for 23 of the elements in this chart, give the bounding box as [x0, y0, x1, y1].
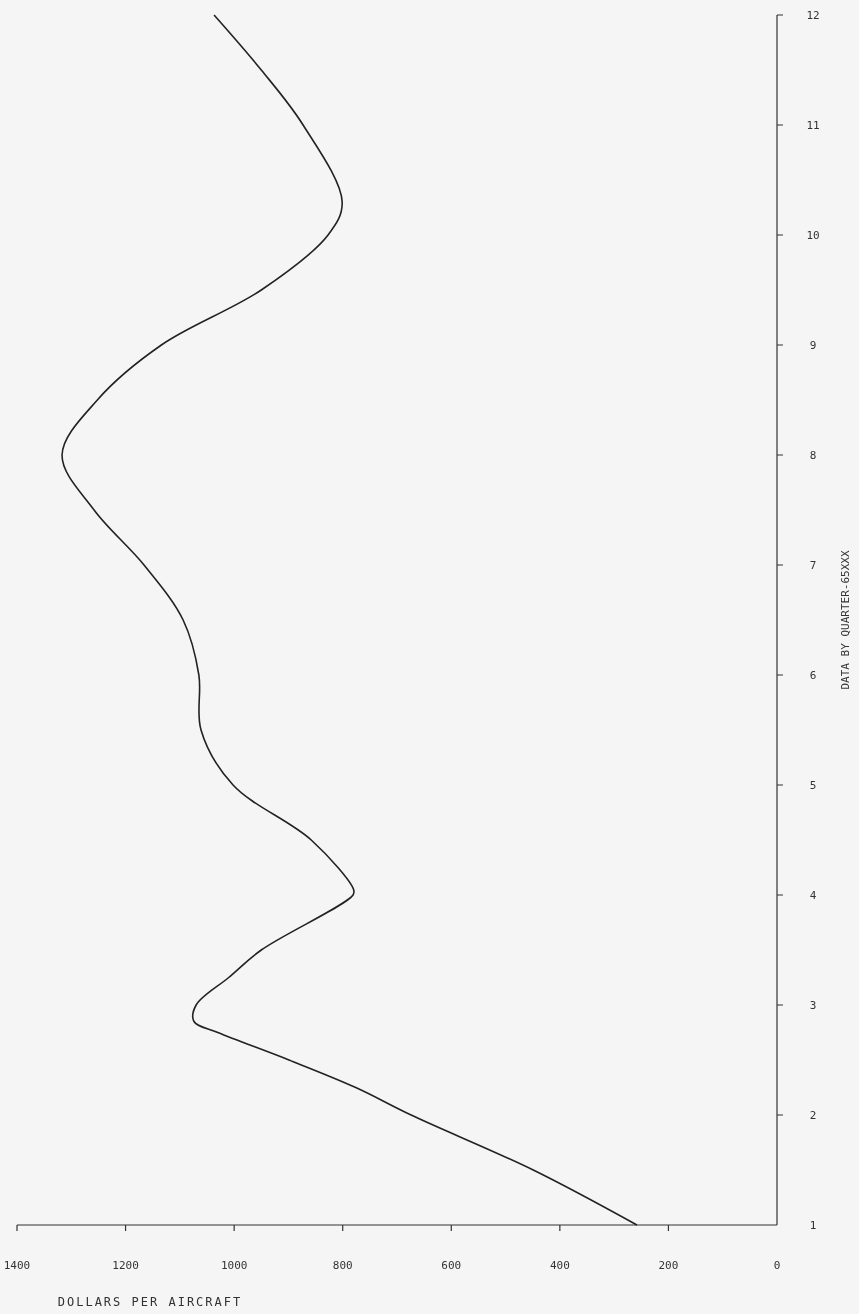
y-axis-title: DATA BY QUARTER-65XXX [838, 550, 852, 690]
y-tick-label: 10 [806, 228, 820, 242]
y-tick-label: 1 [809, 1218, 817, 1232]
x-axis-title: DOLLARS PER AIRCRAFT [57, 1295, 243, 1309]
y-tick-label: 3 [809, 998, 817, 1012]
y-tick-label: 5 [809, 778, 817, 792]
y-tick-label: 8 [809, 448, 817, 462]
y-tick-label: 6 [809, 668, 817, 682]
y-tick-label: 11 [806, 118, 820, 132]
y-tick-label: 9 [809, 338, 817, 352]
x-tick-label: 1200 [112, 1258, 139, 1272]
x-tick-label: 600 [441, 1258, 462, 1272]
x-tick-label: 800 [332, 1258, 353, 1272]
x-tick-label: 1000 [220, 1258, 248, 1272]
x-tick-label: 400 [549, 1258, 570, 1272]
line-series [61, 14, 638, 1226]
x-tick-label: 0 [773, 1258, 781, 1272]
y-tick-label: 7 [809, 558, 817, 572]
y-tick-label: 2 [809, 1108, 817, 1122]
x-tick-label: 1400 [3, 1258, 31, 1272]
y-tick-label: 4 [809, 888, 817, 902]
x-tick-label: 200 [658, 1258, 679, 1272]
y-tick-label: 12 [806, 8, 820, 22]
